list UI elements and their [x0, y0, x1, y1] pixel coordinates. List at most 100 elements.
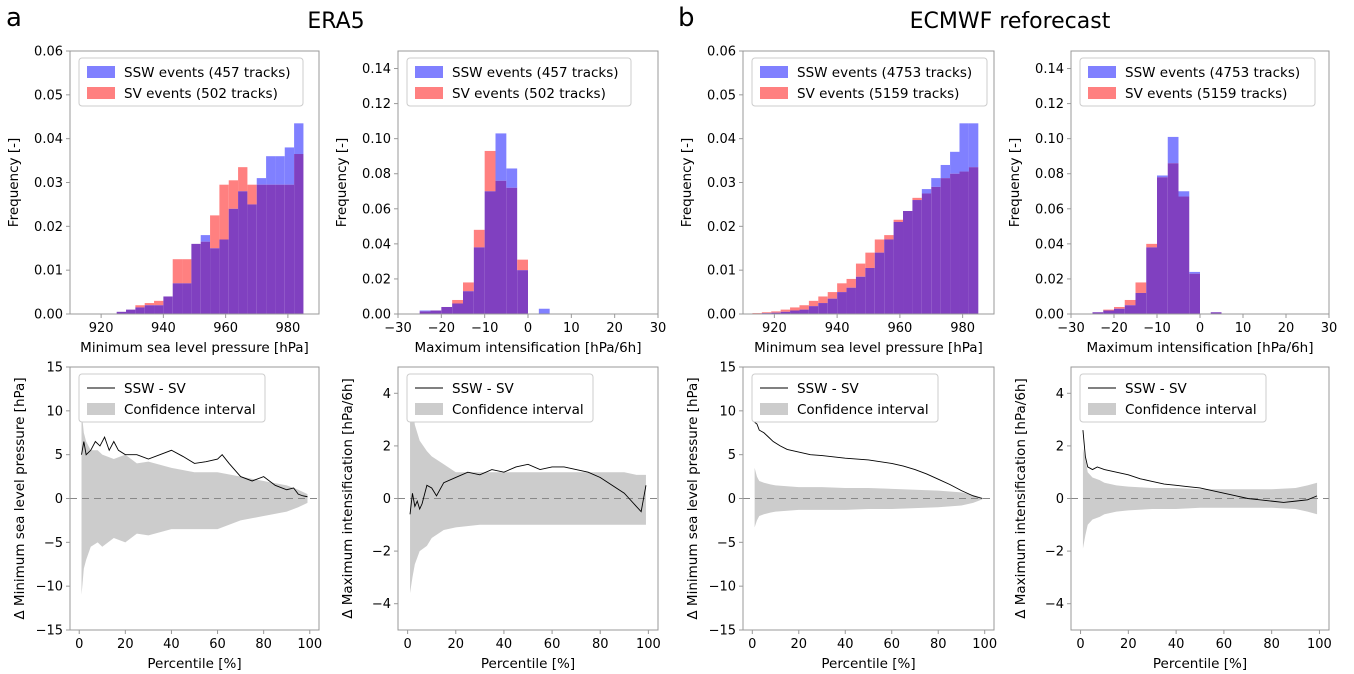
legend-label: Confidence interval — [1125, 402, 1257, 418]
bar-excess — [484, 150, 496, 192]
x-tick-label: 940 — [825, 321, 850, 336]
bar-overlap — [210, 248, 220, 314]
x-tick-label: 20 — [791, 637, 808, 652]
bar-excess — [968, 123, 979, 168]
legend-swatch — [1088, 87, 1116, 99]
plot-area — [752, 123, 979, 314]
legend-label: Confidence interval — [124, 402, 256, 418]
bar-overlap — [275, 184, 285, 314]
bar-overlap — [517, 270, 528, 314]
x-tick-label: 0 — [524, 321, 532, 336]
x-tick-label: 60 — [1216, 637, 1233, 652]
bar-excess — [463, 282, 474, 292]
chart-ecmwf_int_hist: SSW events (4753 tracks) SV events (5159 … — [1007, 50, 1337, 356]
bar-excess — [135, 305, 145, 308]
bar-overlap — [228, 208, 239, 314]
x-tick-label: 40 — [1168, 637, 1185, 652]
x-tick-label: 960 — [213, 321, 238, 336]
bar-excess — [154, 300, 164, 306]
bar-excess — [1124, 299, 1136, 306]
bar-overlap — [1092, 312, 1104, 314]
bar-excess — [1167, 136, 1179, 164]
chart-ecmwf_mslp_hist: SSW events (4753 tracks) SV events (5159 … — [679, 45, 995, 356]
x-axis-label: Percentile [%] — [481, 656, 575, 672]
x-tick-label: 940 — [151, 321, 176, 336]
x-tick-label: −10 — [471, 321, 498, 336]
bar-overlap — [200, 241, 211, 314]
bar-excess — [294, 123, 304, 155]
legend-label: Confidence interval — [797, 402, 929, 418]
y-tick-label: 0.02 — [362, 272, 391, 287]
y-tick-label: 4 — [1056, 387, 1064, 402]
bar-excess — [1103, 309, 1114, 311]
legend-label: SSW events (457 tracks) — [452, 65, 619, 81]
y-tick-label: 0.00 — [34, 308, 63, 323]
y-tick-label: 10 — [46, 404, 63, 419]
legend-label: SV events (5159 tracks) — [797, 86, 959, 102]
bar-excess — [1114, 306, 1125, 309]
x-tick-label: 30 — [650, 321, 667, 336]
y-tick-label: 10 — [719, 404, 736, 419]
bar-overlap — [238, 191, 248, 314]
x-tick-label: −30 — [384, 321, 411, 336]
bar-overlap — [827, 298, 838, 314]
bar-overlap — [799, 309, 809, 314]
x-tick-label: 60 — [209, 637, 226, 652]
bar-overlap — [116, 311, 127, 314]
bar-overlap — [256, 184, 267, 314]
y-axis-label: Frequency [-] — [6, 138, 22, 227]
x-tick-label: −20 — [428, 321, 455, 336]
legend-swatch — [415, 66, 443, 78]
legend-box — [78, 57, 304, 107]
x-tick-label: 80 — [255, 637, 272, 652]
bar-excess — [818, 296, 828, 304]
x-tick-label: 20 — [117, 637, 134, 652]
legend-box — [1079, 57, 1316, 107]
y-tick-label: 0.02 — [34, 220, 63, 235]
bar-excess — [275, 156, 285, 185]
bar-excess — [761, 312, 772, 314]
plot-area — [743, 421, 994, 528]
bar-overlap — [912, 200, 922, 314]
y-tick-label: 0.02 — [1035, 272, 1064, 287]
bar-overlap — [1178, 196, 1190, 314]
legend-label: Confidence interval — [452, 402, 584, 418]
y-axis-label: Δ Maximum intensification [hPa/6h] — [1013, 378, 1029, 619]
bar-overlap — [1167, 163, 1179, 314]
bar-overlap — [495, 180, 507, 314]
y-tick-label: −5 — [44, 536, 63, 551]
y-tick-label: 2 — [1056, 439, 1064, 454]
bar-overlap — [452, 303, 463, 314]
bar-excess — [855, 263, 866, 277]
x-tick-label: 0 — [403, 637, 411, 652]
bar-excess — [200, 235, 211, 242]
legend-swatch — [1088, 66, 1116, 78]
bar-excess — [1178, 191, 1190, 197]
bar-excess — [452, 299, 463, 304]
legend-box — [406, 57, 632, 107]
bar-overlap — [771, 312, 781, 314]
plot-area — [70, 410, 319, 595]
bar-overlap — [219, 239, 229, 314]
bar-excess — [256, 178, 267, 185]
bar-excess — [959, 123, 969, 172]
bar-excess — [182, 259, 192, 284]
bar-excess — [837, 283, 847, 293]
y-tick-label: −4 — [372, 597, 391, 612]
bar-overlap — [884, 239, 894, 314]
y-tick-label: 0.04 — [707, 132, 736, 147]
legend-swatch — [760, 87, 788, 99]
chart-era5_mslp_hist: SSW events (457 tracks) SV events (502 tr… — [6, 45, 320, 356]
bar-overlap — [247, 204, 257, 314]
y-tick-label: 0.10 — [362, 132, 391, 147]
x-tick-label: 100 — [972, 637, 997, 652]
y-tick-label: 0.08 — [1035, 167, 1064, 182]
bar-overlap — [144, 305, 155, 314]
bar-overlap — [1189, 273, 1200, 314]
legend-box — [751, 57, 988, 107]
legend-label: SSW events (457 tracks) — [124, 65, 291, 81]
x-axis-label: Maximum intensification [hPa/6h] — [1087, 340, 1314, 356]
y-tick-label: 0.03 — [707, 176, 736, 191]
